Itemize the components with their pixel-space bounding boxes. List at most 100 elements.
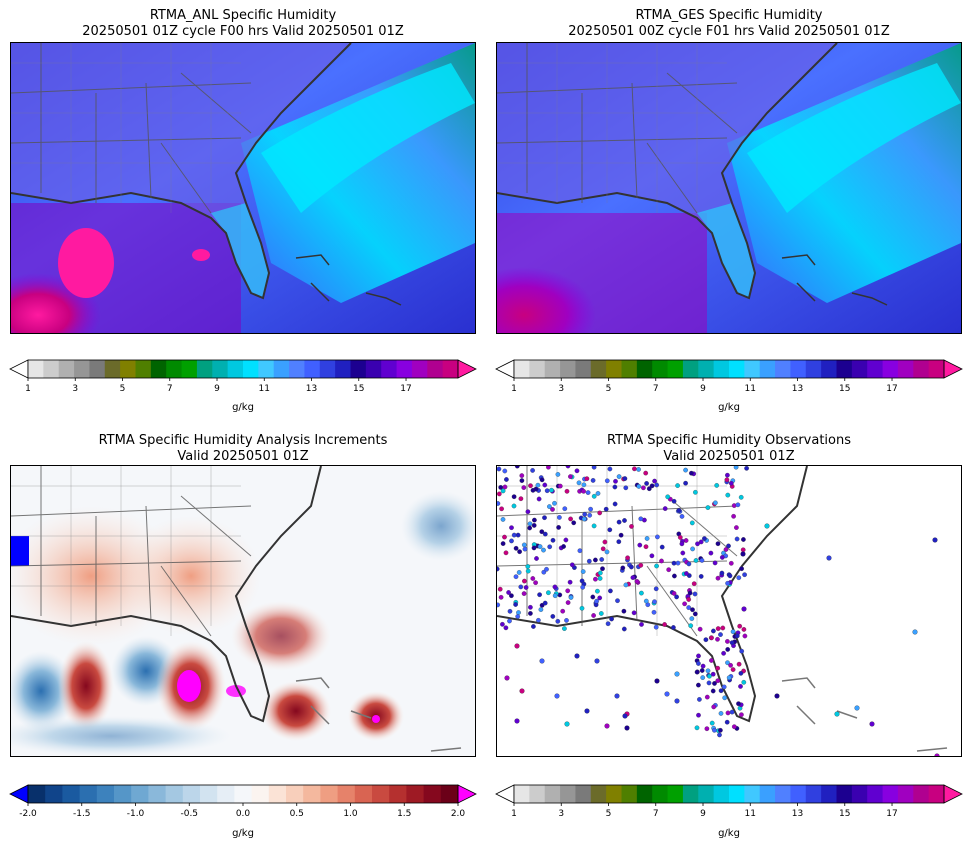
colorbar-swatch: [28, 360, 44, 378]
colorbar-tick-label: 5: [606, 809, 612, 819]
colorbar-swatch: [882, 785, 899, 803]
observation-dot: [718, 711, 724, 716]
observation-dot: [704, 726, 710, 732]
observation-dot: [636, 467, 641, 472]
anl-map: [10, 42, 476, 334]
observation-dot: [683, 467, 688, 473]
colorbar-outline: [513, 359, 945, 379]
anl-colorbar-svg: 1 3 5 7 9 11 13 15 17: [9, 359, 477, 394]
colorbar-tick-label: 5: [606, 384, 612, 394]
observation-dot: [591, 523, 597, 529]
observation-dot: [727, 573, 733, 579]
observation-dot: [655, 534, 660, 540]
colorbar-swatch: [79, 785, 98, 803]
observation-dot: [500, 541, 506, 546]
colorbar-swatch: [897, 785, 914, 803]
observation-dot: [599, 557, 605, 562]
colorbar-swatch: [575, 785, 592, 803]
colorbar-swatch: [698, 360, 715, 378]
colorbar-swatch: [74, 360, 90, 378]
observation-dot: [934, 753, 940, 756]
colorbar-swatch: [529, 360, 546, 378]
observation-dot: [629, 524, 634, 529]
observation-dot: [597, 576, 603, 581]
observation-dot: [646, 486, 652, 492]
observation-dot: [726, 543, 731, 549]
observation-dot: [616, 539, 622, 545]
observation-dot: [912, 629, 918, 635]
observation-dot: [692, 611, 698, 617]
observation-dot: [528, 611, 533, 616]
colorbar-tick-label: -2.0: [19, 809, 37, 819]
colorbar-swatch: [335, 360, 351, 378]
observation-dot: [507, 618, 512, 624]
colorbar-outline: [27, 359, 459, 379]
observation-dot: [653, 624, 659, 630]
colorbar-swatch: [590, 785, 607, 803]
observation-dot: [577, 548, 583, 554]
colorbar-swatch: [28, 785, 46, 803]
observation-dot: [742, 572, 747, 578]
colorbar-swatch: [365, 360, 382, 378]
observation-dot: [834, 711, 840, 717]
colorbar-swatch: [606, 785, 622, 803]
observation-dot: [579, 605, 585, 611]
colorbar-tick-label: 3: [558, 809, 564, 819]
observation-dot: [521, 591, 527, 596]
observation-dot: [622, 518, 627, 523]
colorbar-swatch: [514, 360, 530, 378]
observation-dot: [709, 720, 715, 726]
observation-dot: [605, 621, 611, 627]
observation-dot: [563, 537, 569, 543]
observation-dot: [737, 623, 743, 629]
observation-dot: [519, 688, 525, 694]
observation-dot: [704, 694, 710, 700]
observation-dot: [593, 557, 598, 563]
observation-dot: [590, 478, 596, 483]
observation-dot: [715, 541, 721, 547]
observation-dot: [531, 545, 537, 551]
colorbar-swatch: [928, 360, 945, 378]
colorbar-swatch: [882, 360, 899, 378]
observation-dot: [666, 567, 672, 573]
colorbar-tick-label: 7: [653, 384, 659, 394]
observation-dot: [497, 501, 501, 506]
observation-dot: [671, 625, 676, 630]
observation-dot: [497, 491, 502, 497]
observation-dot: [580, 584, 586, 590]
observation-dot: [562, 506, 568, 512]
observation-dot: [615, 598, 620, 604]
colorbar-swatch: [114, 785, 132, 803]
colorbar-swatch: [212, 360, 229, 378]
observation-dot: [597, 510, 603, 516]
observation-dot: [728, 480, 734, 486]
observation-dot: [591, 613, 596, 618]
observation-dot: [552, 500, 557, 506]
observation-dot: [744, 466, 749, 471]
anl-title-line1: RTMA_ANL Specific Humidity: [149, 8, 337, 23]
observation-dot: [725, 647, 731, 652]
observation-dot: [741, 606, 747, 612]
observation-dot: [597, 595, 603, 601]
observation-dot: [649, 483, 655, 489]
observation-dot: [518, 496, 524, 502]
observation-dot: [550, 614, 556, 619]
colorbar-extend-high: [457, 784, 477, 804]
observation-dot: [537, 592, 542, 598]
ges-map-canvas: [497, 43, 961, 333]
observation-dot: [514, 718, 520, 724]
colorbar-swatch: [790, 785, 807, 803]
observation-dot: [725, 710, 731, 716]
colorbar-swatch: [667, 785, 684, 803]
colorbar-swatch: [182, 785, 201, 803]
observation-dot: [616, 474, 622, 479]
colorbar-swatch: [181, 360, 198, 378]
observation-dot: [625, 555, 630, 561]
observation-dot: [515, 532, 521, 538]
colorbar-swatch: [227, 360, 244, 378]
observation-dot: [654, 563, 659, 569]
colorbar-swatch: [667, 360, 684, 378]
observation-dot: [580, 569, 586, 574]
observation-dot: [932, 537, 938, 543]
observation-points: [497, 466, 940, 756]
